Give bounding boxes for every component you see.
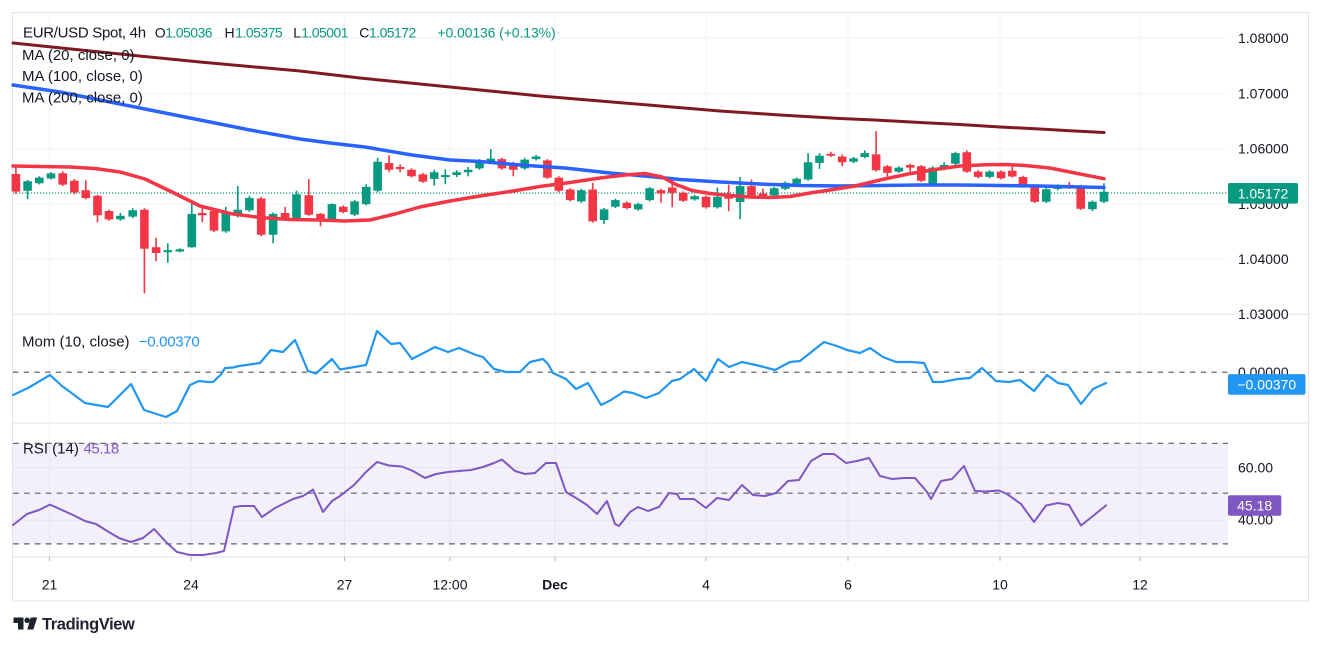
svg-text:1.05172: 1.05172 bbox=[1238, 185, 1289, 201]
svg-text:O: O bbox=[155, 24, 166, 40]
svg-text:EUR/USD Spot, 4h: EUR/USD Spot, 4h bbox=[23, 24, 146, 41]
svg-text:4: 4 bbox=[702, 577, 710, 593]
svg-text:12:00: 12:00 bbox=[432, 577, 467, 593]
svg-text:45.18: 45.18 bbox=[84, 441, 119, 458]
svg-text:Dec: Dec bbox=[542, 577, 568, 593]
svg-text:−0.00370: −0.00370 bbox=[139, 334, 200, 351]
svg-text:24: 24 bbox=[183, 577, 199, 593]
svg-text:TradingView: TradingView bbox=[42, 616, 135, 634]
svg-text:60.00: 60.00 bbox=[1238, 459, 1273, 475]
svg-text:1.05001: 1.05001 bbox=[301, 24, 349, 40]
svg-text:MA (200, close, 0): MA (200, close, 0) bbox=[22, 90, 143, 107]
svg-text:21: 21 bbox=[42, 577, 58, 593]
svg-text:H: H bbox=[225, 24, 235, 40]
svg-text:45.18: 45.18 bbox=[1237, 498, 1272, 514]
svg-text:+0.00136 (+0.13%): +0.00136 (+0.13%) bbox=[437, 24, 555, 40]
svg-text:12: 12 bbox=[1132, 577, 1148, 593]
svg-text:27: 27 bbox=[337, 577, 353, 593]
svg-text:L: L bbox=[293, 24, 301, 40]
svg-text:C: C bbox=[359, 24, 369, 40]
svg-text:1.08000: 1.08000 bbox=[1238, 30, 1289, 46]
svg-text:RSI (14): RSI (14) bbox=[23, 441, 79, 458]
svg-text:MA (20, close, 0): MA (20, close, 0) bbox=[22, 47, 135, 64]
svg-text:1.06000: 1.06000 bbox=[1238, 141, 1289, 157]
svg-text:1.05375: 1.05375 bbox=[235, 24, 283, 40]
svg-text:1.05036: 1.05036 bbox=[165, 24, 213, 40]
svg-text:1.03000: 1.03000 bbox=[1238, 306, 1289, 322]
svg-text:1.04000: 1.04000 bbox=[1238, 251, 1289, 267]
svg-text:6: 6 bbox=[844, 577, 852, 593]
svg-text:1.07000: 1.07000 bbox=[1238, 85, 1289, 101]
svg-text:Mom (10, close): Mom (10, close) bbox=[22, 334, 130, 351]
svg-text:1.05172: 1.05172 bbox=[369, 24, 417, 40]
svg-text:MA (100, close, 0): MA (100, close, 0) bbox=[22, 68, 143, 85]
svg-text:10: 10 bbox=[992, 577, 1008, 593]
svg-text:−0.00370: −0.00370 bbox=[1237, 376, 1296, 392]
